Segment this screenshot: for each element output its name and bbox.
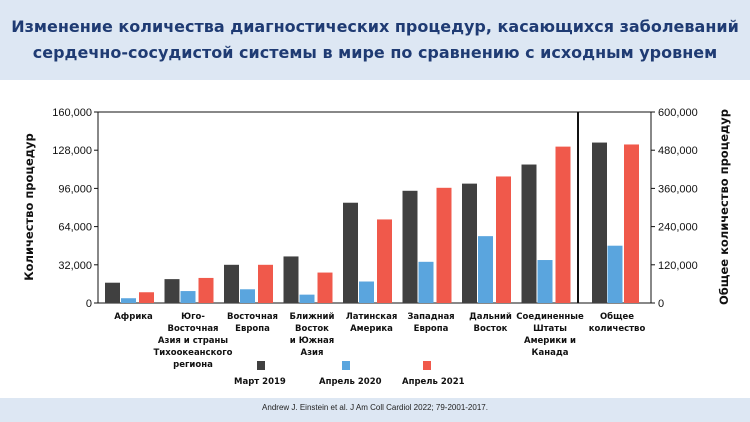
category-label: Латинская — [346, 312, 398, 322]
bar-3 — [496, 176, 511, 303]
total-bar-1 — [592, 142, 607, 303]
legend-swatch — [257, 361, 265, 370]
bar-2 — [418, 261, 434, 303]
bar-1 — [283, 256, 299, 303]
page-title: Изменение количества диагностических про… — [10, 14, 740, 66]
category-label: региона — [173, 360, 213, 370]
category-label: Восточная — [227, 312, 278, 322]
category-label: Америка — [350, 324, 393, 334]
bar-2 — [299, 294, 315, 303]
legend-label: Апрель 2020 — [319, 377, 382, 387]
legend-swatch — [423, 361, 431, 370]
y2-axis-title: Общее количество процедур — [717, 109, 731, 305]
bar-1 — [521, 164, 537, 303]
title-line-1: Изменение количества диагностических про… — [11, 17, 739, 36]
bar-3 — [555, 146, 571, 303]
category-label: Азия и страны — [158, 336, 228, 346]
category-label: Азия — [301, 348, 324, 358]
bar-2 — [537, 260, 553, 303]
category-label: Ближний — [290, 312, 335, 322]
category-label: Штаты — [533, 324, 567, 334]
legend-swatch — [342, 361, 350, 370]
y-tick-label: 64,000 — [58, 222, 92, 234]
header-banner: Изменение количества диагностических про… — [0, 0, 750, 80]
category-label: Западная — [407, 312, 454, 322]
category-label: Юго- — [181, 312, 205, 322]
y2-tick-label: 600,000 — [658, 107, 698, 119]
bar-3 — [377, 219, 392, 303]
bar-chart: 0 32,000 64,000 96,000 128,000 160,000 0 120,0… — [22, 107, 731, 387]
total-category-label: количество — [589, 324, 646, 334]
total-bar-3 — [624, 144, 639, 303]
category-label: Африка — [114, 312, 153, 322]
bar-3 — [317, 272, 333, 303]
total-bar-2 — [607, 245, 623, 303]
total-category-label: Общее — [600, 311, 634, 322]
category-label: Соединенные — [516, 312, 584, 322]
bar-2 — [121, 298, 136, 303]
bar-1 — [402, 190, 418, 303]
bar-2 — [478, 236, 493, 303]
citation: Andrew J. Einstein et al. J Am Coll Card… — [262, 403, 488, 412]
bar-2 — [240, 289, 255, 303]
y-tick-label: 96,000 — [58, 183, 92, 195]
y2-tick-label: 0 — [658, 298, 664, 310]
y2-tick-label: 360,000 — [658, 183, 698, 195]
bar-1 — [224, 264, 239, 303]
y2-tick-label: 240,000 — [658, 222, 698, 234]
bar-3 — [436, 187, 452, 303]
bar-2 — [359, 281, 374, 303]
footer-bar: Andrew J. Einstein et al. J Am Coll Card… — [0, 398, 750, 422]
bar-3 — [139, 292, 154, 303]
y-tick-label: 0 — [86, 298, 92, 310]
legend-label: Апрель 2021 — [402, 377, 465, 387]
y-tick-label: 32,000 — [58, 260, 92, 272]
y-tick-label: 160,000 — [52, 107, 92, 119]
category-label: Европа — [414, 324, 449, 334]
plot-border — [97, 111, 652, 304]
category-label: Восток — [295, 324, 329, 334]
y2-tick-label: 120,000 — [658, 260, 698, 272]
title-line-2: сердечно-сосудистой системы в мире по ср… — [32, 43, 718, 62]
category-label: Америки и — [524, 336, 576, 346]
category-label: Европа — [235, 324, 270, 334]
bar-1 — [462, 183, 477, 303]
y2-tick-label: 480,000 — [658, 145, 698, 157]
category-label: Канада — [532, 348, 569, 358]
legend-label: Март 2019 — [234, 377, 286, 387]
y-tick-label: 128,000 — [52, 145, 92, 157]
bar-2 — [180, 291, 196, 303]
category-label: Дальний — [469, 312, 512, 322]
bar-1 — [105, 282, 120, 303]
category-label: и Южная — [290, 336, 334, 346]
bar-3 — [258, 264, 273, 303]
bar-1 — [343, 202, 358, 303]
category-label: Тихоокеанского — [154, 348, 233, 358]
bar-3 — [198, 277, 214, 303]
y-axis-title: Количество процедур — [22, 133, 36, 281]
bar-1 — [164, 279, 180, 303]
category-label: Восток — [474, 324, 508, 334]
category-label: Восточная — [167, 324, 218, 334]
